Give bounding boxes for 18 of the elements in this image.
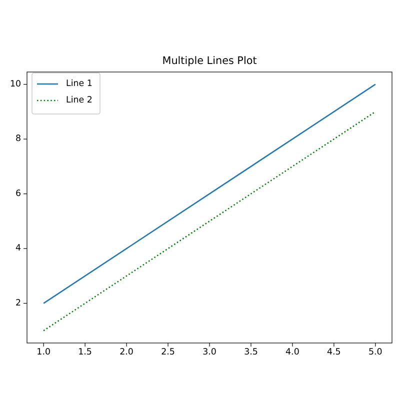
x-tick-label: 3.5 — [244, 348, 258, 358]
x-tick-label: 4.0 — [286, 348, 300, 358]
line-series — [42, 111, 376, 332]
x-tick-label: 3.0 — [202, 348, 216, 358]
y-tick-label: 4 — [15, 244, 22, 254]
y-tick-label: 8 — [15, 134, 21, 144]
legend-label: Line 2 — [66, 96, 92, 106]
x-tick-label: 1.0 — [36, 348, 51, 358]
y-tick-label: 6 — [15, 188, 21, 199]
y-tick-label: 10 — [10, 79, 21, 90]
chart-title: Multiple Lines Plot — [162, 55, 257, 67]
x-tick-label: 2.5 — [161, 348, 175, 358]
legend-label: Line 1 — [66, 79, 92, 89]
x-tick-label: 4.5 — [327, 348, 341, 358]
x-tick-label: 2.0 — [120, 348, 134, 358]
x-tick-label: 1.5 — [78, 348, 92, 358]
x-tick-label: 5.0 — [368, 348, 382, 358]
y-tick-label: 2 — [15, 298, 21, 308]
